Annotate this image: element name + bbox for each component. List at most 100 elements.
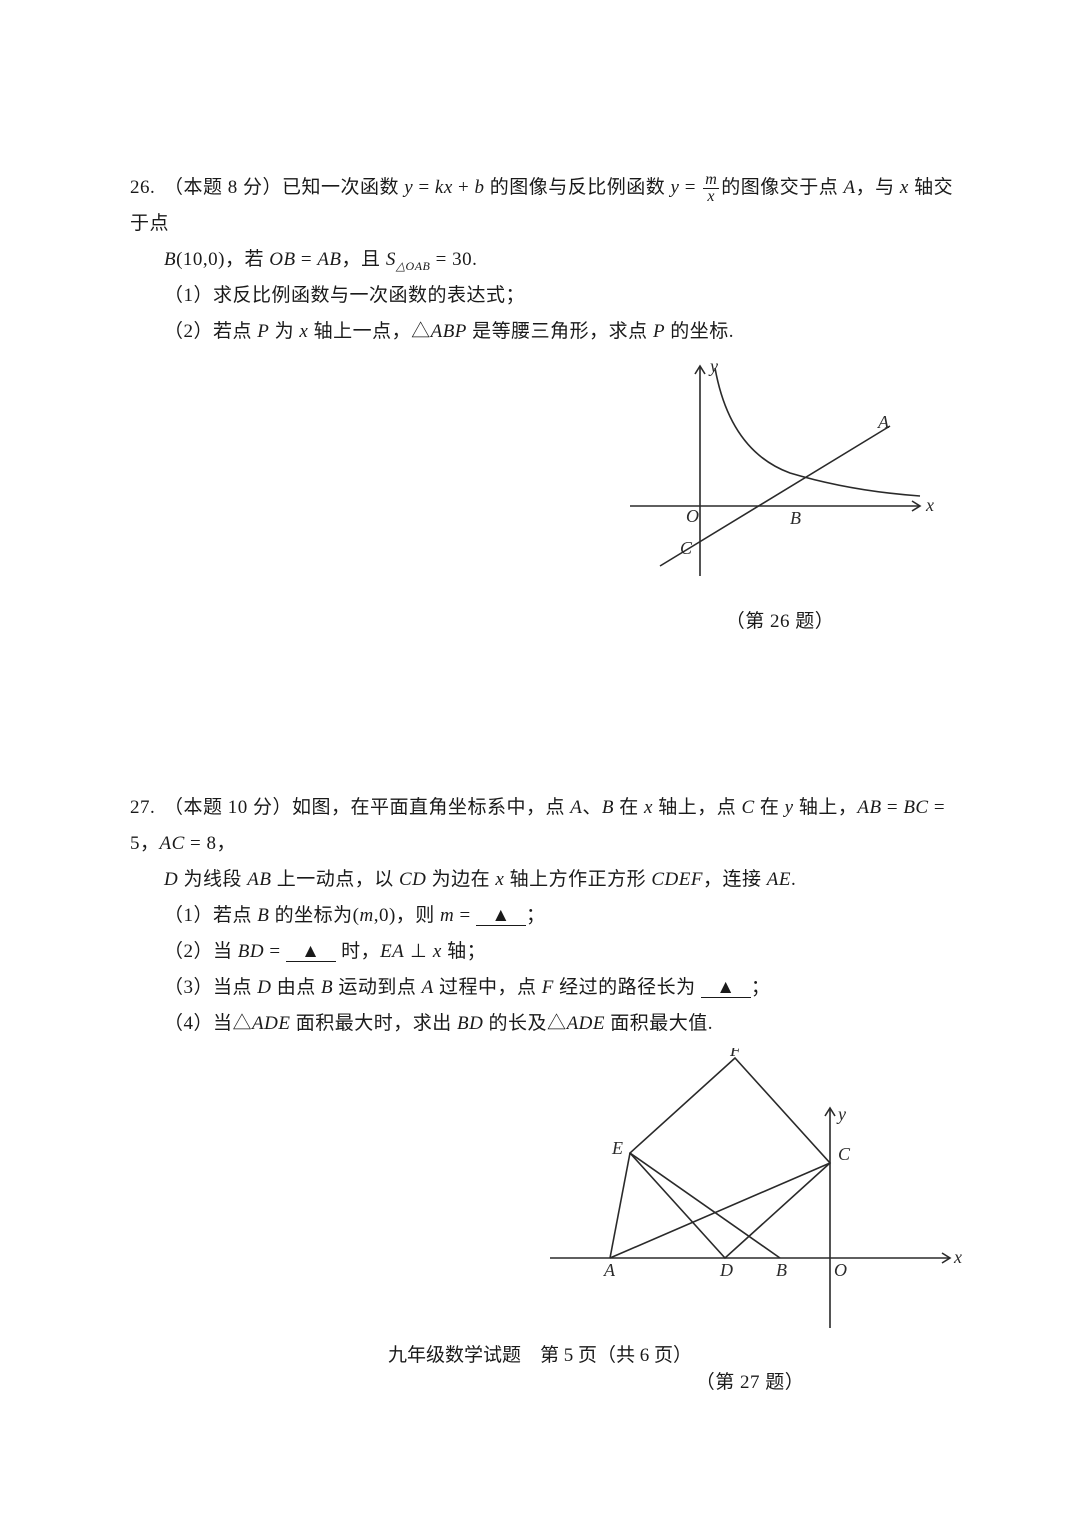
text: 、 <box>582 797 602 818</box>
text: （3）当点 <box>164 977 257 998</box>
lbl-B: B <box>776 1260 788 1280</box>
pt-A: A <box>844 177 856 198</box>
var-kx: kx <box>435 177 453 198</box>
AB: AB <box>317 249 341 270</box>
text: ； <box>751 977 771 998</box>
lbl-x: x <box>925 495 935 515</box>
text: 的图像交于点 <box>721 177 843 198</box>
B2: B <box>257 905 269 926</box>
p26-sub1: （1）求反比例函数与一次函数的表达式； <box>164 278 970 314</box>
blank-marker: ▲ <box>491 905 510 926</box>
p27-number: 27. <box>130 790 164 826</box>
text: ,0)，则 <box>374 905 440 926</box>
pt-P2: P <box>653 321 665 342</box>
frac-den: x <box>703 189 719 205</box>
text: ； <box>526 905 546 926</box>
text: 的坐标为( <box>269 905 359 926</box>
lbl-y: y <box>708 356 719 376</box>
blank-marker: ▲ <box>716 977 735 998</box>
text: （4）当△ <box>164 1013 252 1034</box>
blank-2: ▲ <box>286 942 336 962</box>
text: （2）当 <box>164 941 238 962</box>
lbl-O: O <box>834 1260 848 1280</box>
S: S <box>386 249 396 270</box>
CDEF: CDEF <box>651 869 703 890</box>
text: 为线段 <box>178 869 247 890</box>
text: = <box>454 905 476 926</box>
m: m <box>359 905 373 926</box>
D2: D <box>257 977 271 998</box>
x2: x <box>495 869 504 890</box>
lbl-A: A <box>603 1260 616 1280</box>
blank-1: ▲ <box>476 906 526 926</box>
text: 上一动点，以 <box>271 869 399 890</box>
lbl-y: y <box>836 1104 847 1124</box>
text: ，若 <box>225 249 269 270</box>
text: 面积最大值. <box>605 1013 713 1034</box>
lbl-A: A <box>877 412 890 432</box>
text: 是等腰三角形，求点 <box>467 321 653 342</box>
text: 的图像与反比例函数 <box>485 177 671 198</box>
text: = <box>882 797 904 818</box>
m2: m <box>440 905 454 926</box>
BC: BC <box>903 797 928 818</box>
OB: OB <box>269 249 295 270</box>
p27-sub2: （2）当 BD = ▲ 时，EA ⊥ x 轴； <box>164 934 970 970</box>
EA: EA <box>380 941 404 962</box>
p27-line2: D 为线段 AB 上一动点，以 CD 为边在 x 轴上方作正方形 CDEF，连接… <box>164 862 970 898</box>
text: 的坐标. <box>665 321 734 342</box>
AB: AB <box>857 797 881 818</box>
ADE: ADE <box>252 1013 290 1034</box>
lbl-C: C <box>680 538 693 558</box>
fraction: mx <box>703 172 719 205</box>
ABP: ABP <box>431 321 467 342</box>
text: 的长及△ <box>483 1013 566 1034</box>
text: = <box>264 941 286 962</box>
text: 过程中，点 <box>434 977 542 998</box>
x-axis: x <box>900 177 909 198</box>
p27-caption: （第 27 题） <box>530 1365 970 1401</box>
pt-P: P <box>257 321 269 342</box>
x3: x <box>433 941 442 962</box>
B3: B <box>321 977 333 998</box>
text: 轴上一点，△ <box>308 321 430 342</box>
perp: ⊥ <box>404 941 433 962</box>
lbl-D: D <box>719 1260 734 1280</box>
A: A <box>570 797 582 818</box>
text: ，连接 <box>703 869 767 890</box>
text: 轴上方作正方形 <box>504 869 651 890</box>
y: y <box>785 797 794 818</box>
text: = <box>413 177 435 198</box>
p27-line1: 27.（本题 10 分）如图，在平面直角坐标系中，点 A、B 在 x 轴上，点 … <box>130 790 970 862</box>
B: B <box>602 797 614 818</box>
CD: CD <box>399 869 426 890</box>
text: （本题 8 分）已知一次函数 <box>164 177 404 198</box>
page-footer: 九年级数学试题 第 5 页（共 6 页） <box>0 1340 1080 1367</box>
text: 由点 <box>272 977 322 998</box>
lbl-B: B <box>790 508 802 528</box>
text: = 8， <box>185 833 236 854</box>
lbl-F: F <box>729 1048 742 1060</box>
text: 轴上，点 <box>653 797 742 818</box>
sub-oab: △OAB <box>396 259 431 273</box>
p27-sub3: （3）当点 D 由点 B 运动到点 A 过程中，点 F 经过的路径长为 ▲； <box>164 970 970 1006</box>
text: （1）若点 <box>164 905 257 926</box>
p27-figure: F E C y A D B O x <box>530 1048 970 1348</box>
blank-marker: ▲ <box>301 941 320 962</box>
text: 在 <box>614 797 644 818</box>
var-y: y <box>404 177 413 198</box>
frac-num: m <box>703 172 719 189</box>
text: = 30. <box>430 249 477 270</box>
p26-line1: 26.（本题 8 分）已知一次函数 y = kx + b 的图像与反比例函数 y… <box>130 170 970 242</box>
AC: AC <box>160 833 185 854</box>
text: 面积最大时，求出 <box>290 1013 457 1034</box>
var-b: b <box>475 177 485 198</box>
text: = <box>296 249 318 270</box>
AE: AE <box>767 869 791 890</box>
BD2: BD <box>457 1013 483 1034</box>
page: 26.（本题 8 分）已知一次函数 y = kx + b 的图像与反比例函数 y… <box>0 0 1080 1527</box>
lbl-C: C <box>838 1144 851 1164</box>
p26-figure-wrap: y x O A B C （第 26 题） <box>130 356 970 639</box>
text: 在 <box>755 797 785 818</box>
C: C <box>741 797 754 818</box>
